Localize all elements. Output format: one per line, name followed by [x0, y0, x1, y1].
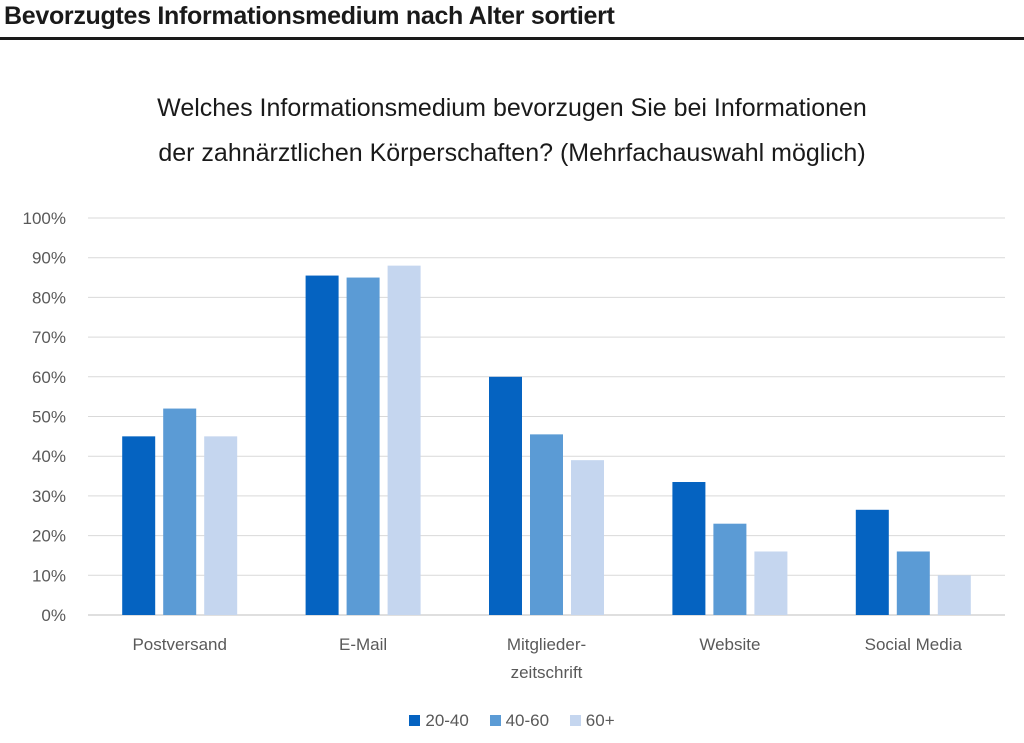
- bar: [937, 575, 971, 615]
- y-tick-label: 40%: [32, 447, 66, 466]
- bar: [672, 482, 706, 615]
- bar: [305, 275, 339, 615]
- y-tick-label: 50%: [32, 408, 66, 427]
- legend-label: 40-60: [505, 711, 550, 730]
- bar: [855, 509, 889, 615]
- legend-item-20-40: 20-40: [409, 711, 469, 731]
- x-tick-label: Website: [699, 635, 760, 654]
- legend-swatch: [569, 715, 581, 726]
- bars: [122, 265, 971, 615]
- legend: 20-40 40-60 60+: [0, 711, 1024, 731]
- y-tick-label: 30%: [32, 487, 66, 506]
- bar: [530, 434, 563, 615]
- legend-label: 60+: [585, 711, 615, 730]
- x-tick-label: Social Media: [865, 635, 963, 654]
- bar: [163, 408, 197, 615]
- bar: [754, 551, 788, 615]
- legend-item-60-plus: 60+: [569, 711, 615, 731]
- x-axis: Postversand E-Mail Mitglieder-zeitschrift W…: [132, 635, 962, 682]
- chart-title: Welches Informationsmedium bevorzugen Si…: [0, 86, 1024, 176]
- x-tick-label: zeitschrift: [511, 663, 583, 682]
- bar: [122, 436, 156, 615]
- page-title: Bevorzugtes Informationsmedium nach Alte…: [4, 2, 615, 30]
- y-tick-label: 70%: [32, 328, 66, 347]
- y-tick-label: 10%: [32, 566, 66, 585]
- bar: [571, 460, 604, 615]
- bar: [204, 436, 238, 615]
- x-tick-label: E-Mail: [339, 635, 387, 654]
- chart-title-line-2: der zahnärztlichen Körperschaften? (Mehr…: [158, 139, 866, 167]
- legend-swatch: [409, 715, 421, 726]
- x-tick-label: Mitglieder-: [507, 635, 586, 654]
- bar: [489, 376, 522, 615]
- legend-item-40-60: 40-60: [489, 711, 550, 731]
- bar: [896, 551, 930, 615]
- y-tick-label: 60%: [32, 368, 66, 387]
- y-tick-label: 20%: [32, 527, 66, 546]
- bar-chart: 0% 10% 20% 30% 40% 50% 60% 70% 80% 90% 100% Postve…: [23, 209, 1005, 682]
- y-tick-label: 0%: [41, 606, 66, 625]
- bar: [387, 265, 421, 615]
- bar: [346, 277, 380, 615]
- header-bar: Bevorzugtes Informationsmedium nach Alte…: [0, 0, 1024, 40]
- y-tick-label: 100%: [23, 209, 66, 228]
- y-tick-label: 90%: [32, 249, 66, 268]
- legend-swatch: [489, 715, 501, 726]
- chart-title-line-1: Welches Informationsmedium bevorzugen Si…: [157, 94, 867, 122]
- y-tick-label: 80%: [32, 288, 66, 307]
- x-tick-label: Postversand: [132, 635, 227, 654]
- y-axis: 0% 10% 20% 30% 40% 50% 60% 70% 80% 90% 100%: [23, 209, 66, 625]
- bar: [713, 523, 747, 615]
- legend-label: 20-40: [425, 711, 469, 730]
